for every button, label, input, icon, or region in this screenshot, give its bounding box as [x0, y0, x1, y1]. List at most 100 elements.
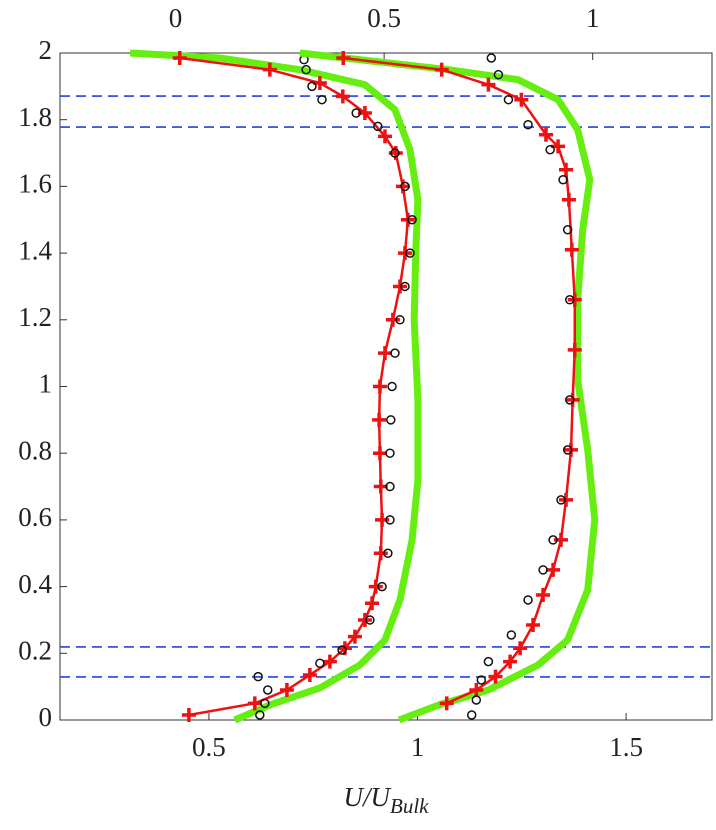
circle-marker	[538, 565, 548, 575]
x2-tick-label: 0.5	[367, 3, 401, 33]
circle-marker	[255, 710, 265, 720]
circle-marker	[405, 248, 415, 258]
plus-marker	[538, 127, 553, 142]
plus-marker	[377, 346, 392, 361]
plus-marker	[357, 612, 372, 627]
y-tick-label: 0	[39, 702, 53, 732]
circle-marker	[383, 548, 393, 558]
x2-tick-label: 0	[169, 3, 183, 33]
plus-marker	[564, 242, 579, 257]
plus-marker	[488, 669, 503, 684]
plus-marker	[368, 579, 383, 594]
plus-marker	[546, 562, 561, 577]
x-axis-label-main: U/U	[344, 782, 392, 812]
plus-marker	[335, 89, 350, 104]
plus-marker	[513, 641, 528, 656]
plus-marker	[365, 596, 380, 611]
x-tick-label: 1.5	[609, 732, 643, 762]
circle-marker	[307, 81, 317, 92]
circle-marker	[548, 535, 558, 545]
circle-marker	[400, 281, 410, 292]
y-tick-label: 1.2	[18, 302, 52, 332]
y-tick-label: 0.8	[18, 435, 52, 465]
circle-marker	[385, 448, 395, 458]
plus-marker	[567, 342, 582, 357]
plus-marker	[347, 629, 362, 644]
plus-marker	[469, 682, 484, 697]
plus-marker	[553, 532, 568, 547]
circle-marker	[466, 710, 477, 720]
y-tick-label: 1	[39, 369, 53, 399]
x-tick-label: 0.5	[192, 732, 226, 762]
y-tick-label: 0.2	[18, 636, 52, 666]
plus-marker	[372, 379, 387, 394]
plus-marker	[247, 696, 262, 711]
y-tick-label: 0.4	[18, 569, 52, 599]
circle-marker	[471, 695, 482, 705]
x-tick-label: 1	[411, 732, 425, 762]
plus-marker	[558, 162, 573, 177]
circle-marker	[407, 215, 417, 225]
x2-tick-label: 1	[586, 3, 600, 33]
y-tick-label: 0.6	[18, 502, 52, 532]
plus-marker	[481, 77, 496, 92]
circle-marker	[503, 94, 514, 105]
circle-marker	[315, 658, 325, 669]
circle-marker	[562, 225, 573, 235]
plus-marker	[561, 192, 576, 207]
circle-marker	[377, 581, 387, 592]
circle-marker	[390, 148, 400, 158]
x-axis-label: U/UBulk	[344, 782, 430, 818]
plus-marker	[336, 51, 351, 66]
plus-marker	[373, 546, 388, 561]
circle-marker	[253, 671, 263, 682]
plus-marker	[392, 279, 407, 294]
profile-line	[343, 56, 577, 705]
plus-marker	[536, 587, 551, 602]
plus-marker	[279, 682, 294, 697]
profile-line	[129, 49, 422, 724]
plus-marker	[558, 492, 573, 507]
plus-marker	[302, 667, 317, 682]
plus-marker	[377, 129, 392, 144]
circle-marker	[365, 615, 375, 625]
plus-marker	[567, 292, 582, 307]
circle-marker	[260, 698, 270, 709]
plus-marker	[397, 246, 412, 261]
circle-marker	[395, 315, 405, 325]
plus-marker	[375, 512, 390, 527]
circle-marker	[523, 595, 533, 605]
profile-line	[299, 49, 599, 724]
plus-marker	[526, 617, 541, 632]
circle-marker	[565, 295, 575, 305]
plus-marker	[514, 92, 529, 107]
y-tick-label: 1.8	[18, 102, 52, 132]
plus-marker	[439, 696, 454, 711]
circle-marker	[301, 64, 311, 75]
circle-marker	[506, 630, 517, 640]
y-tick-label: 1.4	[18, 235, 52, 265]
circle-marker	[486, 53, 497, 63]
circle-marker	[385, 481, 395, 492]
y-tick-label: 2	[39, 35, 53, 65]
circle-marker	[562, 445, 573, 455]
plus-marker	[322, 654, 337, 669]
circle-marker	[390, 348, 400, 358]
circle-marker	[262, 685, 273, 695]
circle-marker	[545, 144, 555, 155]
circle-marker	[556, 495, 566, 505]
circle-marker	[476, 675, 487, 685]
plus-marker	[262, 62, 277, 77]
circle-marker	[400, 181, 410, 192]
circle-marker	[317, 94, 327, 105]
circle-marker	[337, 645, 347, 655]
plus-marker	[395, 179, 410, 194]
x-axis-label-subscript: Bulk	[390, 794, 429, 818]
circle-marker	[387, 381, 397, 392]
plus-marker	[372, 412, 387, 427]
circle-marker	[523, 119, 533, 130]
circle-marker	[493, 69, 504, 80]
circle-marker	[386, 415, 396, 425]
plus-marker	[503, 654, 518, 669]
